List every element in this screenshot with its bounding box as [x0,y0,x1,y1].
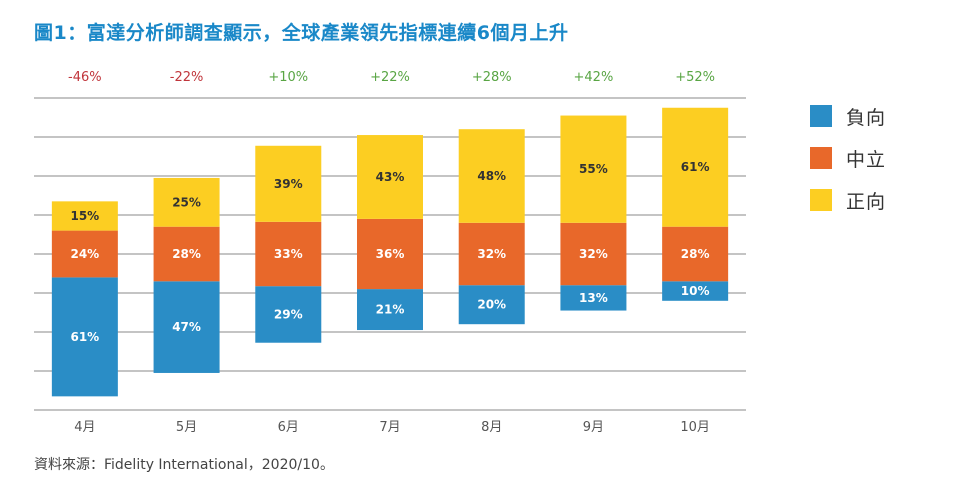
data-label: 32% [477,247,506,261]
chart-title: 圖1：富達分析師調查顯示，全球產業領先指標連續6個月上升 [34,22,569,44]
bar-neutral [255,221,322,287]
x-tick-label: 6月 [278,420,299,435]
bar-neutral [357,218,423,290]
legend-label-neutral: 中立 [846,148,887,171]
bar-positive [560,115,627,223]
data-label: 29% [274,307,303,321]
bar-neutral [51,230,118,278]
bar-neutral [458,222,525,286]
bar-neutral [560,222,627,286]
x-tick-label: 7月 [379,420,400,435]
bar-positive [357,135,423,219]
bar-positive [51,201,118,231]
data-label: 61% [70,330,99,344]
net-label: +22% [370,70,410,85]
legend: 負向 中立 正向 [810,104,886,230]
bar-negative [458,285,525,325]
data-label: 24% [70,247,99,261]
x-tick-label: 8月 [481,420,502,435]
x-tick-label: 9月 [583,420,604,435]
data-label: 28% [172,247,201,261]
data-label: 28% [681,247,710,261]
legend-item-positive: 正向 [810,188,887,213]
bar-negative [153,281,220,373]
data-label: 36% [376,247,405,261]
bar-negative [51,277,118,397]
data-label: 15% [70,209,99,223]
bar-neutral [153,226,220,282]
data-label: 10% [681,284,710,298]
x-tick-label: 10月 [680,420,710,435]
data-label: 21% [376,303,405,317]
legend-item-negative: 負向 [810,104,887,129]
data-label: 47% [172,320,201,334]
data-label: 43% [376,170,405,184]
legend-item-neutral: 中立 [810,146,887,171]
legend-label-positive: 正向 [846,190,887,213]
legend-swatch-neutral [810,147,832,169]
data-label: 61% [681,160,710,174]
bar-neutral [662,226,729,282]
source-note: 資料來源：Fidelity International，2020/10。 [34,457,334,473]
bar-positive [255,145,322,222]
bar-negative [255,286,322,343]
bar-negative [662,281,729,301]
bar-positive [153,177,220,227]
net-label: +52% [675,70,715,85]
x-tick-label: 5月 [176,420,197,435]
data-label: 48% [477,169,506,183]
bar-positive [458,129,525,223]
data-label: 20% [477,298,506,312]
net-label: -46% [68,70,102,85]
data-label: 25% [172,195,201,209]
bar-negative [560,285,627,311]
bar-negative [357,289,423,331]
data-label: 55% [579,162,608,176]
legend-label-negative: 負向 [846,106,887,129]
net-label: -22% [170,70,204,85]
x-tick-label: 4月 [74,420,95,435]
data-label: 32% [579,247,608,261]
legend-swatch-positive [810,189,832,211]
data-label: 13% [579,291,608,305]
data-label: 33% [274,247,303,261]
net-label: +42% [574,70,614,85]
legend-swatch-negative [810,105,832,127]
net-label: +10% [268,70,308,85]
net-label: +28% [472,70,512,85]
data-label: 39% [274,177,303,191]
bar-positive [662,107,729,227]
